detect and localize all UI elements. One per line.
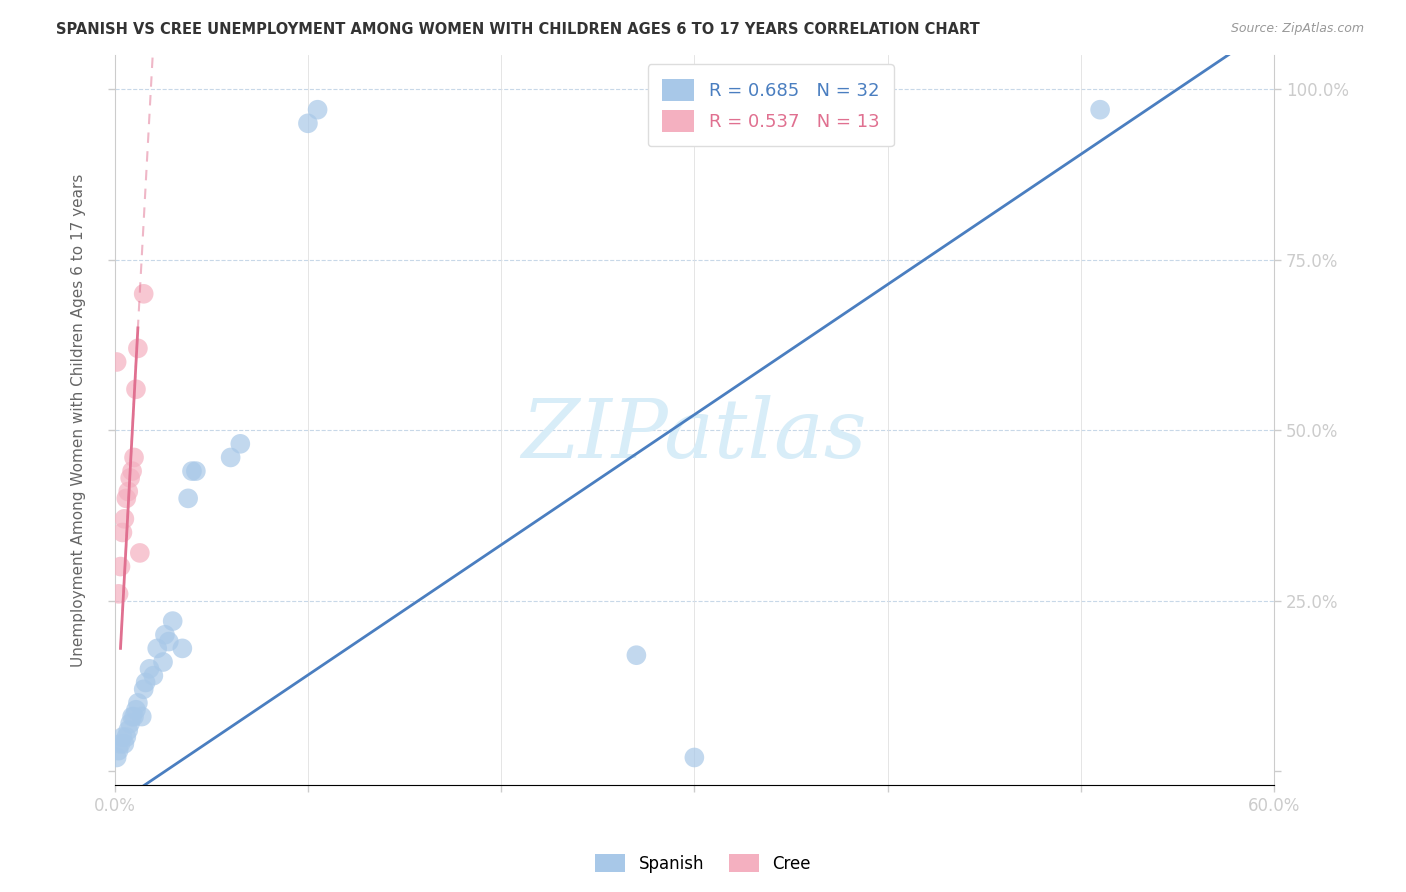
Point: [121, 709, 143, 723]
Point: [229, 437, 252, 451]
Point: [177, 491, 200, 506]
Point: [146, 641, 169, 656]
Point: [112, 512, 135, 526]
Text: Source: ZipAtlas.com: Source: ZipAtlas.com: [1230, 22, 1364, 36]
Point: [125, 382, 148, 396]
Point: [107, 744, 129, 758]
Point: [307, 103, 329, 117]
Point: [297, 116, 319, 130]
Point: [110, 559, 132, 574]
Point: [107, 587, 129, 601]
Point: [135, 675, 157, 690]
Point: [112, 737, 135, 751]
Legend: R = 0.685   N = 32, R = 0.537   N = 13: R = 0.685 N = 32, R = 0.537 N = 13: [648, 64, 894, 146]
Point: [115, 491, 138, 506]
Point: [131, 709, 153, 723]
Point: [115, 730, 138, 744]
Point: [120, 716, 142, 731]
Point: [683, 750, 706, 764]
Point: [142, 668, 165, 682]
Point: [127, 696, 149, 710]
Point: [132, 286, 155, 301]
Point: [152, 655, 174, 669]
Point: [184, 464, 207, 478]
Point: [120, 471, 142, 485]
Point: [157, 634, 180, 648]
Point: [153, 628, 176, 642]
Point: [122, 709, 145, 723]
Point: [1088, 103, 1111, 117]
Point: [105, 355, 128, 369]
Point: [219, 450, 242, 465]
Point: [172, 641, 194, 656]
Point: [111, 525, 134, 540]
Point: [117, 484, 139, 499]
Point: [162, 614, 184, 628]
Point: [111, 730, 134, 744]
Point: [127, 342, 149, 356]
Text: ZIPatlas: ZIPatlas: [522, 394, 868, 475]
Point: [181, 464, 204, 478]
Point: [128, 546, 150, 560]
Y-axis label: Unemployment Among Women with Children Ages 6 to 17 years: Unemployment Among Women with Children A…: [72, 173, 86, 666]
Legend: Spanish, Cree: Spanish, Cree: [589, 847, 817, 880]
Point: [110, 737, 132, 751]
Point: [626, 648, 648, 663]
Point: [105, 750, 128, 764]
Text: SPANISH VS CREE UNEMPLOYMENT AMONG WOMEN WITH CHILDREN AGES 6 TO 17 YEARS CORREL: SPANISH VS CREE UNEMPLOYMENT AMONG WOMEN…: [56, 22, 980, 37]
Point: [125, 703, 148, 717]
Point: [121, 464, 143, 478]
Point: [122, 450, 145, 465]
Point: [132, 682, 155, 697]
Point: [138, 662, 160, 676]
Point: [117, 723, 139, 738]
